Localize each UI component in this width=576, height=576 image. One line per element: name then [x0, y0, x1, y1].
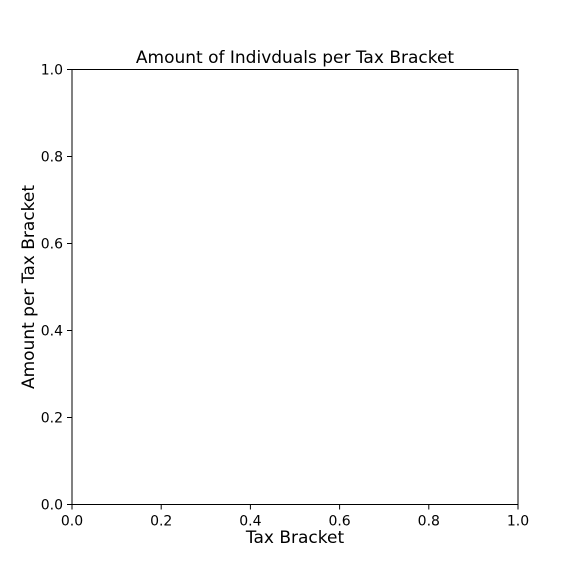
x-tick-label: 0.2: [150, 514, 172, 530]
x-axis-ticks: 0.0 0.2 0.4 0.6 0.8 1.0: [61, 504, 529, 530]
plot-area: [71, 69, 519, 505]
y-tick-label: 0.8: [41, 150, 63, 166]
y-tick-label: 1.0: [41, 63, 63, 79]
x-tick-label: 0.0: [61, 514, 83, 530]
x-tick-label: 0.6: [328, 514, 350, 530]
x-tick-label: 1.0: [507, 514, 529, 530]
y-axis-ticks: 0.0 0.2 0.4 0.6 0.8 1.0: [41, 63, 72, 514]
y-axis-label: Amount per Tax Bracket: [19, 185, 39, 389]
y-tick-label: 0.6: [41, 237, 63, 253]
y-tick-label: 0.2: [41, 411, 63, 427]
axes-frame: [71, 69, 519, 505]
x-tick-label: 0.8: [418, 514, 440, 530]
y-tick-label: 0.0: [41, 498, 63, 514]
y-tick-label: 0.4: [41, 324, 63, 340]
chart-title: Amount of Indivduals per Tax Bracket: [136, 48, 455, 68]
x-tick-label: 0.4: [239, 514, 261, 530]
x-axis-label: Tax Bracket: [245, 528, 345, 548]
